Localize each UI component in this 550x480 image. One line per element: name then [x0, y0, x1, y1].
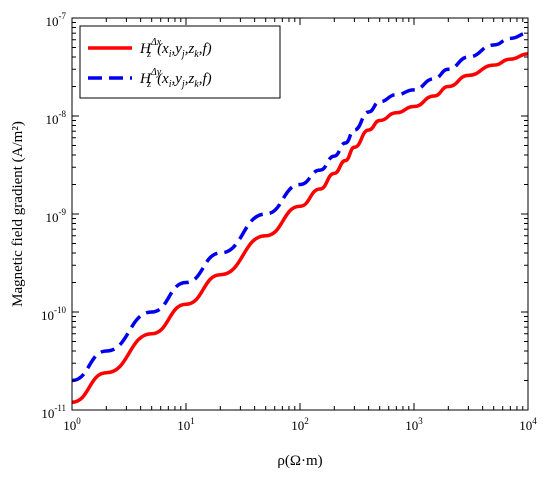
x-tick-label: 101 [177, 416, 195, 433]
series-line-2 [71, 31, 529, 383]
y-axis-title: Magnetic field gradient (A/m²) [10, 121, 26, 307]
y-tick-label: 10-7 [46, 11, 67, 29]
y-tick-label: 10-9 [46, 207, 67, 225]
x-axis-title: ρ(Ω·m) [277, 453, 322, 469]
series-line-1 [71, 52, 529, 404]
y-tick-label: 10-8 [46, 109, 67, 127]
x-tick-label: 104 [519, 416, 537, 433]
x-tick-label: 100 [63, 416, 81, 433]
legend-box [79, 25, 281, 99]
legend-label-1: HΔx z (xi,yj,zk,f) [139, 37, 212, 60]
x-tick-label: 102 [291, 416, 309, 433]
y-tick-label: 10-10 [41, 305, 66, 323]
y-tick-label: 10-11 [41, 403, 66, 421]
x-tick-label: 103 [405, 416, 423, 433]
legend-label-2: HΔy z (xi,yj,zk,f) [139, 67, 212, 90]
